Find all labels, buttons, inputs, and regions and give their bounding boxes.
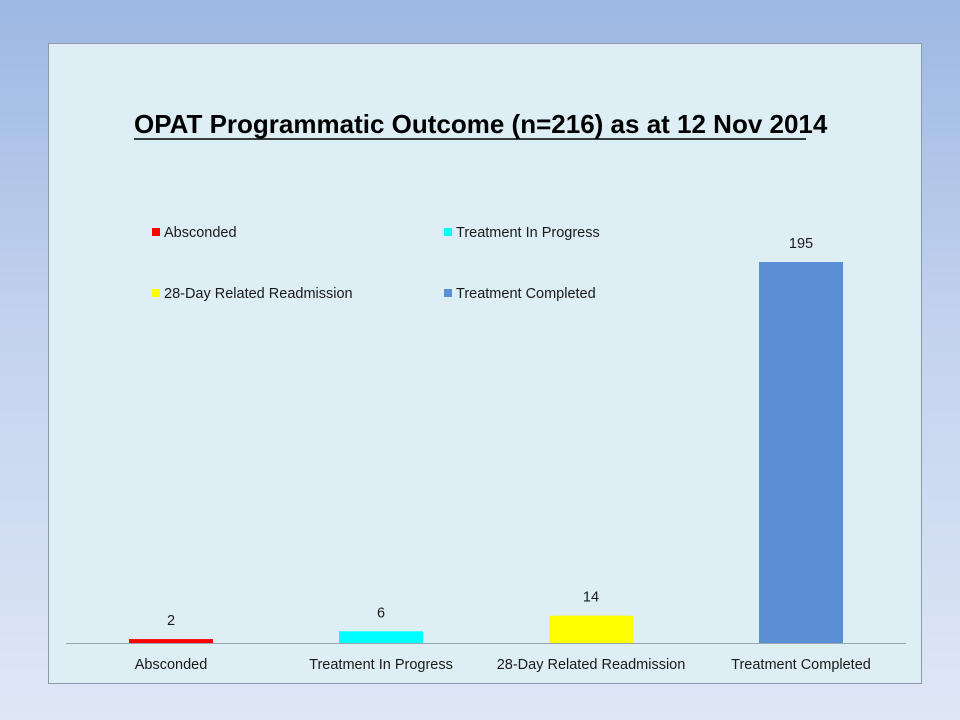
bar-chart: OPAT Programmatic Outcome (n=216) as at … — [66, 109, 906, 673]
data-label-absconded: 2 — [167, 613, 175, 629]
bars — [129, 262, 843, 643]
data-label-28-day-related-readmission: 14 — [583, 590, 599, 606]
bar-treatment-completed — [759, 262, 843, 643]
legend-swatch-treatment-completed — [444, 289, 452, 297]
legend-swatch-28-day-related-readmission — [152, 289, 160, 297]
legend-label-treatment-completed: Treatment Completed — [456, 286, 596, 302]
data-label-treatment-in-progress: 6 — [377, 605, 385, 621]
x-tick-label-treatment-in-progress: Treatment In Progress — [309, 657, 453, 673]
bar-28-day-related-readmission — [549, 615, 633, 643]
x-axis-ticks: Absconded Treatment In Progress 28-Day Rel… — [135, 657, 871, 673]
legend: Absconded Treatment In Progress 28-Day Rel… — [152, 225, 600, 302]
bar-treatment-in-progress — [339, 631, 423, 643]
legend-label-absconded: Absconded — [164, 225, 237, 241]
chart-title: OPAT Programmatic Outcome (n=216) as at … — [134, 109, 828, 139]
data-label-treatment-completed: 195 — [789, 236, 813, 252]
chart-panel: OPAT Programmatic Outcome (n=216) as at … — [48, 43, 922, 684]
legend-label-treatment-in-progress: Treatment In Progress — [456, 225, 600, 241]
x-tick-label-treatment-completed: Treatment Completed — [731, 657, 871, 673]
x-tick-label-absconded: Absconded — [135, 657, 208, 673]
bar-absconded — [129, 639, 213, 643]
x-tick-label-28-day-related-readmission: 28-Day Related Readmission — [497, 657, 686, 673]
legend-label-28-day-related-readmission: 28-Day Related Readmission — [164, 286, 353, 302]
data-labels: 2 6 14 195 — [167, 236, 813, 629]
legend-swatch-treatment-in-progress — [444, 228, 452, 236]
legend-swatch-absconded — [152, 228, 160, 236]
